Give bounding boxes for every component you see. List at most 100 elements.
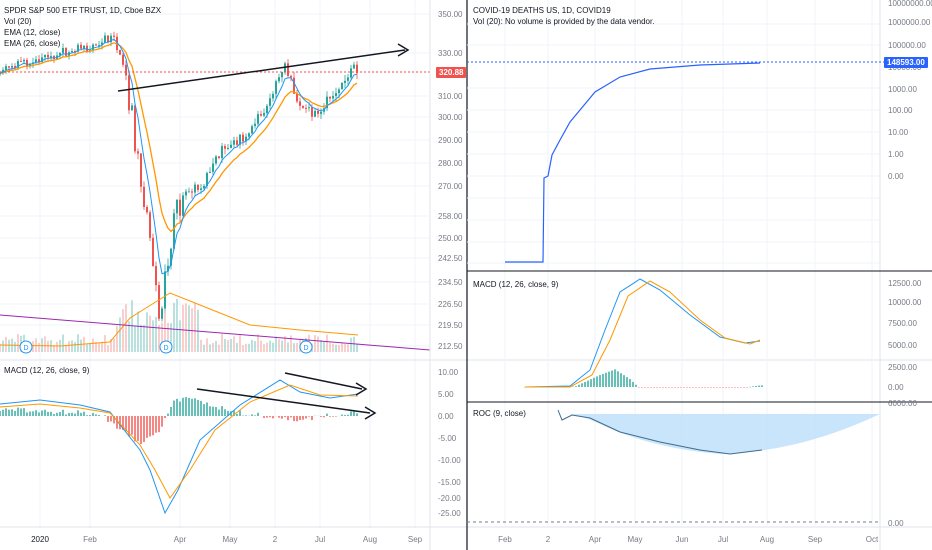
candle-body [239, 134, 241, 145]
candle-body [197, 184, 199, 190]
macd-histogram-bar [143, 416, 145, 443]
candle-body [257, 114, 259, 124]
right-macd-histogram-bar [611, 370, 613, 387]
macd-histogram-bar [62, 409, 64, 416]
right-macd-histogram-bar [674, 387, 676, 388]
candle-body [320, 111, 322, 114]
right-time-tick-label: Oct [866, 535, 879, 544]
price-tick-label: 242.50 [438, 254, 463, 263]
macd-histogram-bar [254, 415, 256, 416]
volume-bar [227, 340, 229, 352]
candle-body [77, 44, 79, 52]
roc-line [557, 409, 763, 455]
volume-bar [152, 320, 154, 352]
macd-histogram-bar [161, 416, 163, 427]
roc-tick-label: 0.00 [888, 519, 904, 528]
time-tick-label: 2 [273, 535, 278, 544]
volume-bar [44, 336, 46, 352]
volume-bar [242, 345, 244, 352]
volume-bar [239, 334, 241, 352]
candle-body [215, 156, 217, 164]
volume-bar [218, 344, 220, 352]
candle-body [38, 59, 40, 62]
volume-bar [191, 308, 193, 352]
candle-body [155, 266, 157, 286]
macd-histogram-bar [71, 412, 73, 416]
right-macd-histogram-bar [602, 373, 604, 387]
macd-histogram-bar [92, 412, 94, 416]
candle-body [251, 126, 253, 134]
macd-histogram-bar [284, 416, 286, 418]
price-tick-label: 219.50 [438, 321, 463, 330]
macd-histogram-bar [176, 398, 178, 416]
symbol-title: SPDR S&P 500 ETF TRUST, 1D, Cboe BZX [4, 6, 162, 15]
volume-bar [173, 302, 175, 352]
right-macd-histogram-bar [656, 387, 658, 388]
volume-bar [77, 334, 79, 352]
legend-right-main: COVID-19 DEATHS US, 1D, COVID19 Vol (20)… [473, 5, 654, 27]
covid-vol-legend: Vol (20): No volume is provided by the d… [473, 17, 655, 26]
volume-bar [251, 339, 253, 352]
macd-histogram-bar [167, 413, 169, 416]
candle-body [335, 93, 337, 97]
candle-body [158, 285, 160, 319]
macd-histogram-bar [173, 400, 175, 416]
right-macd-histogram-bar [683, 387, 685, 388]
right-macd-histogram-bar [584, 381, 586, 387]
macd-histogram-bar [149, 416, 151, 437]
macd-histogram-bar [323, 416, 325, 418]
roc-tick-label: 6000.00 [888, 399, 917, 408]
candle-body [290, 75, 292, 78]
volume-bar [143, 325, 145, 352]
macd-histogram-bar [224, 409, 226, 416]
candle-body [317, 110, 319, 114]
candle-body [350, 68, 352, 78]
candle-body [104, 35, 106, 43]
candle-body [203, 185, 205, 189]
right-macd-histogram-bar [650, 387, 652, 388]
candle-body [17, 60, 19, 68]
candle-body [272, 93, 274, 99]
volume-bar [281, 340, 283, 352]
volume-bar [296, 342, 298, 352]
candle-body [311, 107, 313, 117]
volume-bar [89, 343, 91, 352]
price-tick-label: 280.00 [438, 159, 463, 168]
right-macd-histogram-bar [734, 387, 736, 388]
price-tick-label: 250.00 [438, 234, 463, 243]
right-macd-histogram-bar [761, 385, 763, 387]
macd-histogram-bar [59, 411, 61, 416]
right-macd-histogram-bar [749, 386, 751, 388]
trendline-arrow [397, 43, 410, 57]
right-time-tick-label: May [627, 535, 642, 544]
right-macd-histogram-bar [629, 379, 631, 387]
volume-bar [332, 343, 334, 352]
macd-histogram-bar [239, 410, 241, 416]
right-signal-line [525, 280, 761, 388]
macd-histogram-bar [350, 411, 352, 416]
right-macd-histogram-bar [758, 385, 760, 387]
macd-trendline-upper [284, 372, 363, 390]
volume-bar [101, 341, 103, 352]
right-macd-histogram-bar [719, 387, 721, 388]
volume-bar [266, 342, 268, 352]
volume-bar [260, 340, 262, 352]
volume-bar [341, 342, 343, 352]
macd-histogram-bar [329, 416, 331, 417]
right-macd-histogram-bar [677, 387, 679, 388]
macd-histogram-bar [140, 416, 142, 445]
volume-bar [350, 337, 352, 352]
macd-histogram-bar [77, 410, 79, 416]
right-macd-histogram-bar [704, 387, 706, 388]
macd-histogram-bar [203, 404, 205, 416]
candle-body [35, 59, 37, 63]
candle-body [233, 140, 235, 145]
macd-histogram-bar [308, 416, 310, 417]
macd-histogram-bar [95, 414, 97, 416]
right-time-tick-label: Aug [760, 535, 774, 544]
right-macd-histogram-bar [620, 373, 622, 387]
macd-histogram-bar [2, 409, 4, 416]
volume-bar [119, 317, 121, 352]
candle-body [308, 107, 310, 109]
volume-bar [353, 336, 355, 352]
